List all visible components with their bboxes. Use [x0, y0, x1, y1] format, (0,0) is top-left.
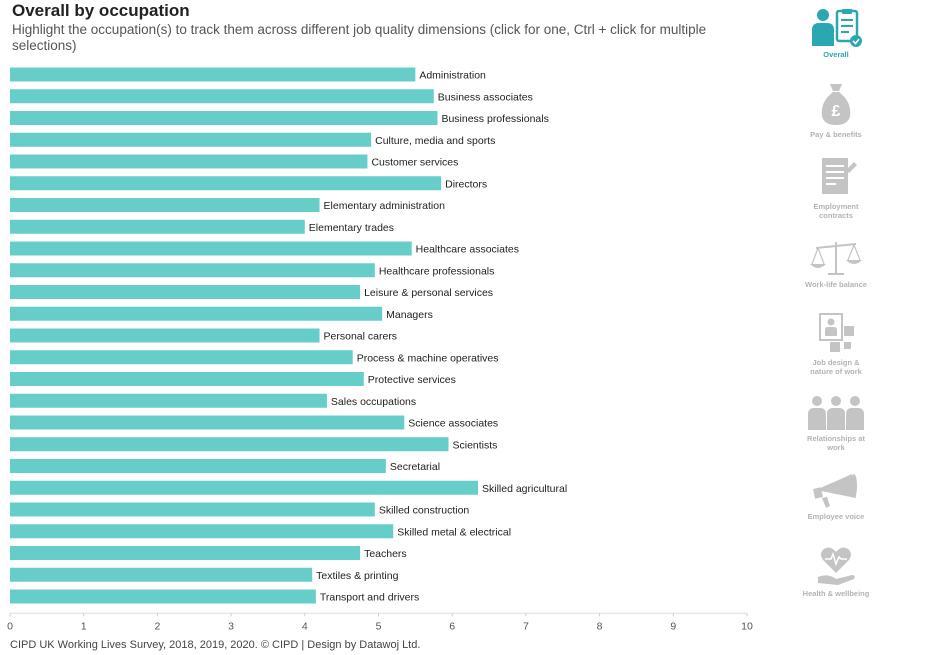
bar-textiles-and-printing[interactable] — [10, 567, 313, 582]
x-tick-label: 2 — [154, 620, 160, 632]
sidebar-item-relationships[interactable]: Relationships at work — [800, 394, 872, 452]
bar-elementary-trades[interactable] — [10, 219, 305, 234]
x-tick-label: 1 — [81, 620, 87, 632]
x-tick-label: 10 — [741, 620, 753, 632]
bar-skilled-metal-and-electrical[interactable] — [10, 524, 394, 539]
bar-sales-occupations[interactable] — [10, 393, 327, 408]
bar-label-personal-carers[interactable]: Personal carers — [324, 331, 398, 343]
sidebar-item-label: Employee voice — [807, 512, 865, 521]
sidebar-item-label: Overall — [823, 50, 849, 59]
bar-managers[interactable] — [10, 306, 383, 321]
bar-teachers[interactable] — [10, 546, 361, 560]
sidebar-item-employment-contracts[interactable]: Employment contracts — [800, 156, 872, 220]
x-tick-label: 3 — [228, 620, 234, 632]
bar-elementary-administration[interactable] — [10, 198, 320, 212]
sidebar-item-work-life-balance[interactable]: Work-life balance — [800, 240, 872, 289]
contract-icon — [822, 158, 857, 194]
source-credit: CIPD UK Working Lives Survey, 2018, 2019… — [10, 639, 421, 651]
sidebar-item-label: Job design & nature of work — [810, 358, 862, 376]
bar-scientists[interactable] — [10, 437, 449, 452]
people-icon — [808, 396, 864, 430]
scales-icon — [810, 242, 862, 275]
bar-label-culture-media-and-sports[interactable]: Culture, media and sports — [375, 135, 495, 147]
bar-healthcare-professionals[interactable] — [10, 263, 375, 278]
page-title: Overall by occupation — [12, 1, 190, 20]
sidebar-item-overall[interactable]: Overall — [800, 6, 872, 59]
x-tick-label: 8 — [597, 620, 603, 632]
sidebar-item-label: Pay & benefits — [810, 130, 862, 139]
x-tick-label: 0 — [7, 620, 13, 632]
bar-skilled-construction[interactable] — [10, 502, 375, 517]
bar-label-scientists[interactable]: Scientists — [453, 439, 498, 451]
health-icon — [818, 547, 855, 585]
x-tick-label: 4 — [302, 620, 308, 632]
x-tick-label: 9 — [670, 620, 676, 632]
bar-label-business-professionals[interactable]: Business professionals — [441, 113, 548, 125]
bar-label-customer-services[interactable]: Customer services — [371, 157, 458, 169]
bar-healthcare-associates[interactable] — [10, 241, 412, 256]
sidebar-item-label: Work-life balance — [805, 280, 867, 289]
bar-label-sales-occupations[interactable]: Sales occupations — [331, 396, 416, 408]
sidebar-item-pay-benefits[interactable]: £ Pay & benefits — [800, 80, 872, 139]
x-tick-label: 7 — [523, 620, 529, 632]
bar-label-textiles-and-printing[interactable]: Textiles & printing — [316, 570, 398, 582]
bar-label-science-associates[interactable]: Science associates — [408, 418, 498, 430]
bar-label-teachers[interactable]: Teachers — [364, 548, 407, 560]
bar-skilled-agricultural[interactable] — [10, 480, 478, 495]
bar-culture-media-and-sports[interactable] — [10, 132, 372, 147]
sidebar-item-label: Health & wellbeing — [802, 589, 870, 598]
bar-label-elementary-administration[interactable]: Elementary administration — [324, 200, 446, 212]
bar-label-directors[interactable]: Directors — [445, 178, 487, 190]
bar-label-healthcare-professionals[interactable]: Healthcare professionals — [379, 265, 495, 277]
sidebar-item-job-design[interactable]: Job design & nature of work — [800, 312, 872, 376]
occupation-bar-chart: Administration Business associates Busines… — [7, 67, 753, 632]
bar-protective-services[interactable] — [10, 372, 364, 386]
sidebar-item-label: Employment contracts — [813, 202, 859, 220]
bar-personal-carers[interactable] — [10, 328, 320, 343]
bar-label-protective-services[interactable]: Protective services — [368, 374, 456, 386]
x-tick-label: 5 — [376, 620, 382, 632]
bar-science-associates[interactable] — [10, 415, 405, 430]
bar-process-and-machine-operatives[interactable] — [10, 350, 353, 365]
bar-business-associates[interactable] — [10, 89, 434, 104]
bar-label-elementary-trades[interactable]: Elementary trades — [309, 222, 394, 234]
sidebar-item-label: Relationships at work — [807, 434, 865, 452]
bar-customer-services[interactable] — [10, 154, 368, 169]
job-design-icon — [819, 313, 854, 352]
bar-label-managers[interactable]: Managers — [386, 309, 433, 321]
bar-business-professionals[interactable] — [10, 111, 438, 125]
bar-label-transport-and-drivers[interactable]: Transport and drivers — [320, 592, 419, 604]
bar-label-healthcare-associates[interactable]: Healthcare associates — [416, 244, 519, 256]
bar-label-skilled-construction[interactable]: Skilled construction — [379, 505, 470, 517]
bar-transport-and-drivers[interactable] — [10, 589, 316, 604]
overall-icon — [812, 9, 862, 47]
bar-leisure-and-personal-services[interactable] — [10, 285, 361, 299]
megaphone-icon — [813, 474, 857, 508]
sidebar-item-health-wellbeing[interactable]: Health & wellbeing — [800, 545, 872, 598]
bar-administration[interactable] — [10, 67, 416, 82]
bar-directors[interactable] — [10, 176, 442, 191]
bar-label-skilled-metal-and-electrical[interactable]: Skilled metal & electrical — [397, 526, 511, 538]
bar-label-leisure-and-personal-services[interactable]: Leisure & personal services — [364, 287, 493, 299]
bar-label-skilled-agricultural[interactable]: Skilled agricultural — [482, 483, 567, 495]
sidebar-item-employee-voice[interactable]: Employee voice — [800, 468, 872, 521]
x-tick-label: 6 — [449, 620, 455, 632]
bar-label-business-associates[interactable]: Business associates — [438, 91, 533, 103]
bar-secretarial[interactable] — [10, 459, 386, 473]
money-bag-icon: £ — [821, 84, 851, 125]
page-subtitle: Highlight the occupation(s) to track the… — [12, 22, 707, 53]
bar-label-process-and-machine-operatives[interactable]: Process & machine operatives — [357, 352, 499, 364]
bar-label-administration[interactable]: Administration — [419, 70, 486, 82]
bar-label-secretarial[interactable]: Secretarial — [390, 461, 440, 473]
svg-text:£: £ — [832, 103, 841, 120]
